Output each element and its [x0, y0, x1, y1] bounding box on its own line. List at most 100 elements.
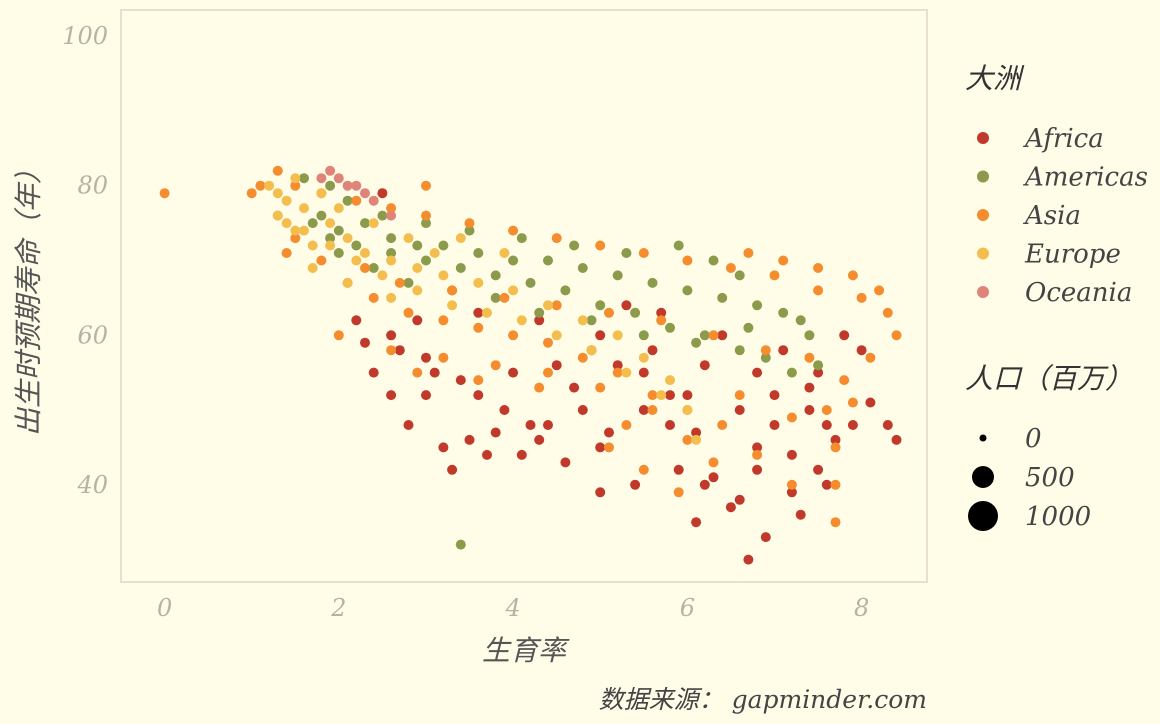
data-point-asia	[351, 195, 362, 206]
data-point-americas	[351, 240, 362, 251]
data-point-africa	[351, 315, 362, 326]
data-point-africa	[760, 532, 771, 543]
data-point-africa	[604, 427, 614, 438]
data-point-oceania	[360, 188, 370, 199]
data-point-asia	[778, 255, 789, 266]
data-point-americas	[464, 225, 475, 236]
data-point-americas	[325, 180, 336, 191]
data-point-africa	[691, 427, 702, 438]
data-point-asia	[682, 255, 693, 266]
data-point-africa	[638, 405, 649, 415]
data-point-asia	[333, 330, 344, 341]
data-point-europe	[299, 225, 309, 236]
data-point-europe	[272, 188, 283, 199]
data-point-europe	[438, 270, 449, 281]
data-point-asia	[604, 307, 614, 318]
data-point-africa	[752, 464, 763, 475]
data-point-africa	[839, 330, 850, 341]
data-point-europe	[299, 203, 309, 214]
data-point-europe	[447, 300, 458, 311]
data-point-europe	[264, 180, 275, 191]
data-point-asia	[438, 352, 449, 363]
data-point-americas	[525, 277, 536, 288]
data-point-africa	[412, 315, 423, 326]
data-point-africa	[386, 390, 397, 401]
data-point-africa	[786, 487, 797, 498]
data-point-americas	[333, 225, 344, 236]
data-point-americas	[682, 285, 693, 296]
data-point-oceania	[342, 180, 353, 191]
data-point-asia	[638, 248, 649, 258]
data-point-americas	[734, 270, 745, 281]
data-point-oceania	[351, 180, 362, 191]
data-point-africa	[403, 420, 414, 430]
data-point-asia	[604, 442, 614, 453]
data-point-americas	[804, 330, 815, 341]
data-point-asia	[543, 367, 553, 378]
data-point-africa	[769, 420, 780, 430]
data-point-europe	[342, 233, 353, 244]
size-legend-title: 人口（百万）	[965, 362, 1133, 395]
data-point-africa	[821, 479, 832, 490]
data-point-asia	[769, 270, 780, 281]
data-point-africa	[394, 345, 405, 356]
data-point-europe	[403, 233, 414, 244]
data-point-europe	[455, 233, 466, 244]
legend-swatch-americas	[977, 170, 989, 183]
data-point-americas	[630, 307, 641, 318]
data-point-europe	[290, 173, 301, 184]
data-point-americas	[786, 367, 797, 378]
data-point-asia	[464, 218, 475, 229]
size-legend-label: 500	[1025, 463, 1075, 493]
data-point-africa	[786, 449, 797, 460]
data-point-africa	[638, 367, 649, 378]
size-legend: 人口（百万） 0 500 1000	[965, 362, 1133, 532]
data-point-europe	[508, 285, 519, 296]
data-point-americas	[386, 248, 397, 258]
data-point-asia	[272, 165, 283, 176]
data-point-europe	[682, 405, 693, 415]
data-point-europe	[499, 248, 510, 258]
data-point-americas	[412, 240, 423, 251]
data-point-asia	[865, 352, 876, 363]
data-point-europe	[516, 315, 527, 326]
data-point-europe	[307, 263, 318, 273]
data-point-americas	[647, 277, 658, 288]
data-point-europe	[368, 218, 379, 229]
data-point-asia	[804, 352, 815, 363]
data-point-africa	[708, 472, 719, 483]
data-point-oceania	[325, 165, 336, 176]
data-point-americas	[752, 300, 763, 311]
data-point-africa	[813, 367, 824, 378]
data-point-oceania	[368, 195, 379, 206]
data-point-africa	[595, 330, 606, 341]
data-point-africa	[482, 449, 492, 460]
data-point-americas	[299, 173, 309, 184]
size-legend-label: 0	[1025, 424, 1042, 454]
data-point-africa	[464, 434, 475, 445]
data-point-asia	[360, 263, 370, 273]
data-point-asia	[813, 285, 824, 296]
data-point-americas	[421, 218, 431, 229]
data-point-americas	[516, 233, 527, 244]
data-point-americas	[534, 307, 545, 318]
data-point-africa	[769, 390, 780, 401]
data-point-asia	[534, 382, 545, 393]
data-point-americas	[673, 240, 684, 251]
data-point-africa	[699, 479, 710, 490]
data-point-africa	[621, 300, 632, 311]
data-point-africa	[882, 420, 893, 430]
data-point-asia	[368, 292, 379, 303]
x-axis-ticks: 0 2 4 6 8	[157, 594, 869, 622]
data-point-africa	[429, 367, 440, 378]
data-point-oceania	[333, 173, 344, 184]
plot-panel	[120, 9, 928, 583]
data-point-asia	[821, 405, 832, 415]
data-point-americas	[691, 337, 702, 348]
data-point-africa	[551, 360, 562, 371]
data-point-europe	[586, 345, 597, 356]
data-point-africa	[665, 420, 675, 430]
data-point-asia	[673, 487, 684, 498]
data-point-africa	[455, 375, 466, 386]
data-point-europe	[638, 352, 649, 363]
